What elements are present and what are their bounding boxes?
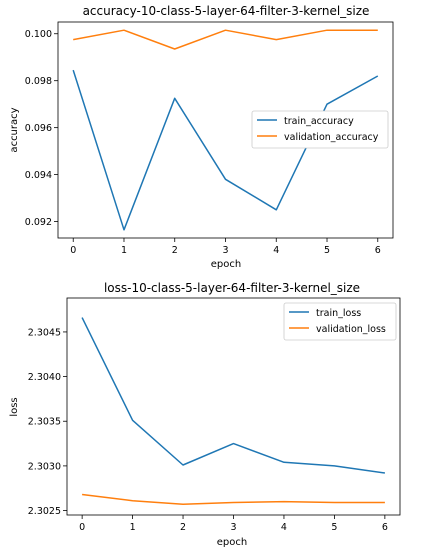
loss-x-tick-label: 3 xyxy=(230,522,236,533)
legend-label-train-loss: train_loss xyxy=(316,308,361,319)
accuracy-y-tick-label: 0.092 xyxy=(25,217,52,228)
accuracy-y-tick-label: 0.100 xyxy=(25,29,52,40)
loss-y-tick-label: 2.3025 xyxy=(28,506,61,517)
accuracy-legend: train_accuracy validation_accuracy xyxy=(251,110,389,149)
loss-x-tick-label: 1 xyxy=(130,522,136,533)
accuracy-chart-title: accuracy-10-class-5-layer-64-filter-3-ke… xyxy=(83,4,370,18)
loss-series-lines xyxy=(81,317,386,506)
loss-x-tick-label: 4 xyxy=(281,522,287,533)
loss-y-axis-label: loss xyxy=(9,397,20,416)
accuracy-y-tick-label: 0.096 xyxy=(25,123,52,134)
legend-label-validation-accuracy: validation_accuracy xyxy=(284,132,379,143)
accuracy-y-axis-label: accuracy xyxy=(9,107,20,152)
accuracy-x-tick-label: 4 xyxy=(273,245,279,256)
accuracy-x-tick-label: 0 xyxy=(70,245,76,256)
loss-y-tick-label: 2.3045 xyxy=(28,327,61,338)
loss-chart: loss-10-class-5-layer-64-filter-3-kernel… xyxy=(9,281,401,548)
loss-y-tick-label: 2.3035 xyxy=(28,417,61,428)
accuracy-legend-box xyxy=(251,110,389,149)
accuracy-x-axis-label: epoch xyxy=(211,259,241,270)
loss-x-tick-label: 0 xyxy=(79,522,85,533)
loss-chart-title: loss-10-class-5-layer-64-filter-3-kernel… xyxy=(104,281,360,295)
series-line-validation-loss xyxy=(82,493,385,506)
loss-y-tick-label: 2.3030 xyxy=(28,461,61,472)
accuracy-x-tick-label: 2 xyxy=(172,245,178,256)
accuracy-x-tick-label: 5 xyxy=(324,245,330,256)
loss-x-tick-label: 2 xyxy=(180,522,186,533)
accuracy-x-tick-label: 1 xyxy=(121,245,127,256)
loss-legend: train_loss validation_loss xyxy=(283,302,397,341)
legend-label-train-accuracy: train_accuracy xyxy=(284,116,354,127)
loss-y-ticks: 2.3025 2.3030 2.3035 2.3040 2.3045 xyxy=(28,327,67,517)
loss-x-axis-label: epoch xyxy=(217,537,247,548)
series-line-train-loss xyxy=(81,317,386,474)
accuracy-x-ticks: 0 1 2 3 4 5 6 xyxy=(70,238,381,256)
series-line-train-accuracy xyxy=(72,69,379,231)
accuracy-y-tick-label: 0.094 xyxy=(25,170,52,181)
accuracy-y-tick-label: 0.098 xyxy=(25,76,52,87)
series-line-validation-accuracy xyxy=(73,29,378,50)
loss-y-tick-label: 2.3040 xyxy=(28,372,61,383)
accuracy-x-tick-label: 6 xyxy=(375,245,381,256)
accuracy-series-lines xyxy=(72,29,379,231)
loss-x-tick-label: 6 xyxy=(382,522,388,533)
loss-x-ticks: 0 1 2 3 4 5 6 xyxy=(79,515,388,533)
accuracy-y-ticks: 0.092 0.094 0.096 0.098 0.100 xyxy=(25,29,58,228)
accuracy-x-tick-label: 3 xyxy=(222,245,228,256)
accuracy-chart: accuracy-10-class-5-layer-64-filter-3-ke… xyxy=(9,4,394,270)
legend-label-validation-loss: validation_loss xyxy=(316,324,386,335)
loss-legend-box xyxy=(283,302,397,341)
loss-x-tick-label: 5 xyxy=(331,522,337,533)
